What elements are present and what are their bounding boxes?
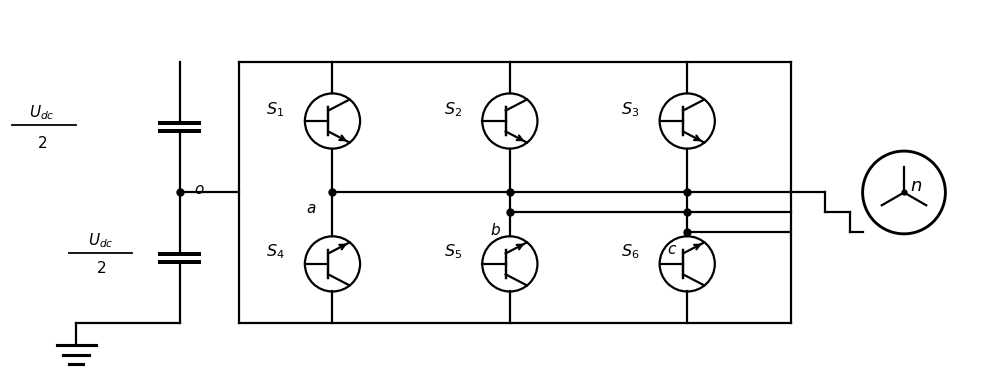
Text: $n$: $n$ [910,177,922,195]
Text: $U_{dc}$: $U_{dc}$ [88,231,114,250]
Text: $c$: $c$ [667,242,678,256]
Text: $S_3$: $S_3$ [621,100,639,119]
Text: $2$: $2$ [96,260,106,276]
Text: $S_1$: $S_1$ [266,100,284,119]
Text: $U_{dc}$: $U_{dc}$ [29,104,55,122]
Text: $b$: $b$ [490,222,501,238]
Text: $S_5$: $S_5$ [444,243,462,261]
Text: $a$: $a$ [306,202,316,216]
Text: $S_4$: $S_4$ [266,243,285,261]
Text: $o$: $o$ [194,184,204,198]
Text: $2$: $2$ [37,135,47,151]
Text: $S_6$: $S_6$ [621,243,639,261]
Text: $S_2$: $S_2$ [444,100,462,119]
